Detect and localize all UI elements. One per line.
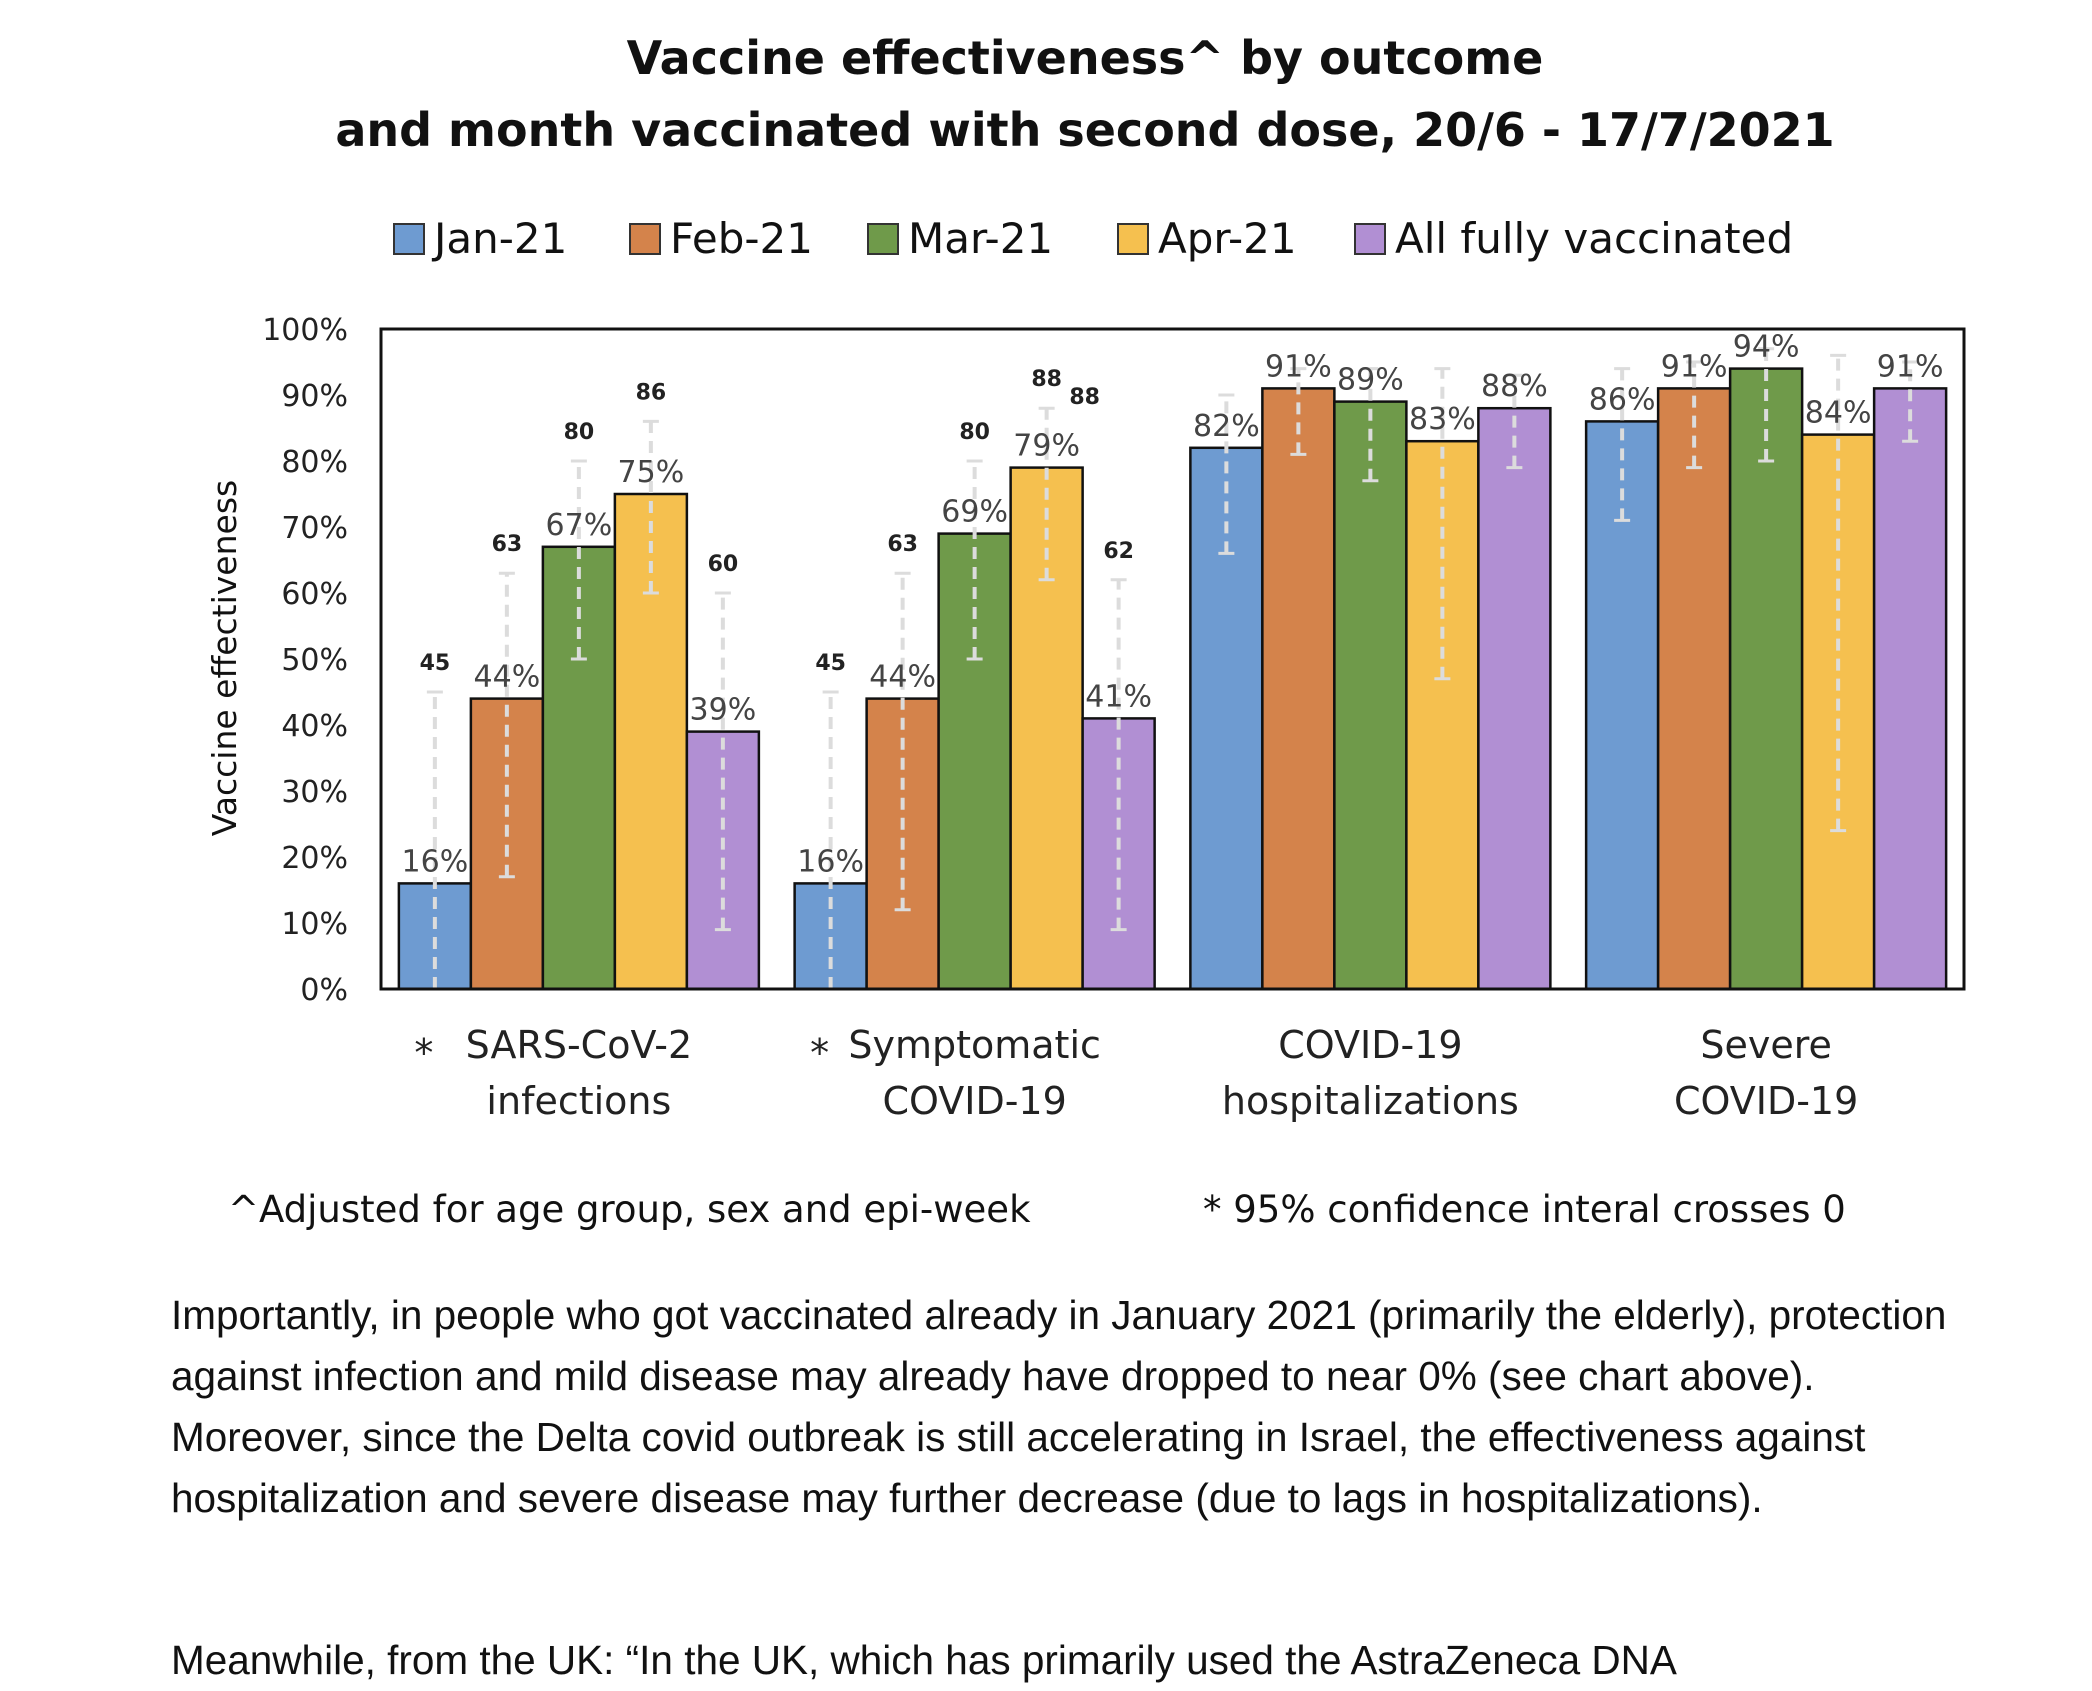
ci-upper-label-mar-1: 80: [564, 420, 595, 445]
bar-mar-2: [937, 532, 1012, 991]
plot-area-frame: [379, 327, 1966, 991]
value-label-all-1: 39%: [690, 693, 757, 728]
category-label-4-line-2: COVID-19: [1674, 1079, 1858, 1123]
category-label-3-line-2: hospitalizations: [1222, 1079, 1519, 1123]
footnote-confidence-interval: * 95% confidence interal crosses 0: [1203, 1188, 1846, 1231]
category-label-1-line-1: SARS-CoV-2: [466, 1023, 693, 1067]
value-label-all-2: 41%: [1085, 679, 1152, 714]
value-label-mar-3: 89%: [1337, 363, 1404, 398]
legend-swatch-4: [1117, 223, 1149, 255]
ci-upper-label-jan-2: 45: [815, 651, 846, 676]
value-label-all-3: 88%: [1481, 369, 1548, 404]
legend-swatch-3: [867, 223, 899, 255]
bar-jan-4: [1584, 420, 1660, 991]
bar-apr-2: [1009, 466, 1084, 991]
ci-extra-label: 88: [1069, 385, 1100, 410]
value-label-jan-1: 16%: [402, 844, 469, 879]
bar-apr-4: [1800, 433, 1876, 991]
labels-group: 16% 45 16% 45 82% 86% 44% 63 44% 63 91% 91% 67% 80 69%…: [402, 330, 1944, 880]
ci-upper-label-mar-2: 80: [959, 420, 990, 445]
legend-swatch-2: [629, 223, 661, 255]
value-label-mar-2: 69%: [941, 495, 1008, 530]
value-label-apr-3: 83%: [1409, 402, 1476, 437]
article-paragraph: Importantly, in people who got vaccinate…: [171, 1292, 1947, 1521]
vaccine-effectiveness-chart: Vaccine effectiveness^ by outcome and mo…: [205, 31, 1966, 1231]
bar-feb-3: [1261, 387, 1336, 991]
category-label-2-line-1: Symptomatic: [848, 1023, 1101, 1067]
bar-all-3: [1477, 406, 1552, 991]
y-axis-ticks: 0% 10% 20% 30% 40% 50% 60% 70% 80% 90% 100%: [262, 313, 348, 1008]
category-label-2-line-2: COVID-19: [882, 1079, 1066, 1123]
category-labels: SARS-CoV-2 infections * Symptomatic COVID-19…: [414, 1023, 1858, 1123]
value-label-feb-4: 91%: [1661, 349, 1728, 384]
y-axis-label: Vaccine effectiveness: [205, 480, 244, 836]
bar-mar-3: [1333, 400, 1408, 991]
value-label-all-4: 91%: [1877, 349, 1944, 384]
article-next-line: Meanwhile, from the UK: “In the UK, whic…: [171, 1637, 1677, 1683]
value-label-apr-1: 75%: [618, 455, 685, 490]
chart-subtitle: and month vaccinated with second dose, 2…: [335, 103, 1834, 157]
legend-label-2: Feb-21: [670, 214, 813, 263]
category-marker-2: *: [810, 1031, 829, 1075]
legend-swatch-1: [393, 223, 425, 255]
bar-feb-4: [1656, 387, 1732, 991]
legend-label-3: Mar-21: [908, 214, 1053, 263]
footnote-adjusted: ^Adjusted for age group, sex and epi-wee…: [228, 1188, 1031, 1231]
category-label-3-line-1: COVID-19: [1278, 1023, 1462, 1067]
value-label-feb-3: 91%: [1265, 349, 1332, 384]
legend-label-5: All fully vaccinated: [1395, 214, 1793, 263]
error-bars-group: [426, 347, 1919, 991]
ci-upper-label-feb-1: 63: [492, 532, 523, 557]
value-label-feb-2: 44%: [869, 660, 936, 695]
y-tick-label: 20%: [281, 841, 348, 876]
legend-label-1: Jan-21: [431, 214, 567, 263]
value-label-mar-4: 94%: [1733, 330, 1800, 365]
y-tick-label: 50%: [281, 643, 348, 678]
y-tick-label: 10%: [281, 907, 348, 942]
ci-upper-label-jan-1: 45: [420, 651, 451, 676]
value-label-jan-2: 16%: [797, 844, 864, 879]
chart-title: Vaccine effectiveness^ by outcome: [627, 31, 1544, 85]
value-label-mar-1: 67%: [546, 508, 613, 543]
ci-upper-label-apr-2: 88: [1031, 367, 1062, 392]
y-tick-label: 80%: [281, 445, 348, 480]
bar-apr-3: [1405, 439, 1480, 991]
bar-all-4: [1872, 387, 1948, 991]
ci-upper-label-all-2: 62: [1103, 539, 1134, 564]
legend-swatch-5: [1354, 223, 1386, 255]
y-tick-label: 90%: [281, 379, 348, 414]
y-tick-label: 40%: [281, 709, 348, 744]
y-tick-label: 30%: [281, 775, 348, 810]
bar-mar-4: [1728, 367, 1804, 991]
category-marker-1: *: [414, 1031, 433, 1075]
category-label-1-line-2: infections: [486, 1079, 671, 1123]
y-tick-label: 70%: [281, 511, 348, 546]
y-tick-label: 60%: [281, 577, 348, 612]
value-label-jan-4: 86%: [1589, 382, 1656, 417]
y-tick-label: 100%: [262, 313, 348, 348]
legend-label-4: Apr-21: [1158, 214, 1297, 263]
ci-upper-label-apr-1: 86: [636, 380, 667, 405]
bar-feb-1: [469, 697, 545, 991]
value-label-apr-4: 84%: [1805, 396, 1872, 431]
ci-upper-label-feb-2: 63: [887, 532, 918, 557]
value-label-feb-1: 44%: [474, 660, 541, 695]
value-label-jan-3: 82%: [1193, 409, 1260, 444]
chart-legend: Jan-21 Feb-21 Mar-21 Apr-21 All fully vaccin…: [393, 214, 1793, 263]
ci-upper-label-all-1: 60: [708, 552, 739, 577]
y-tick-label: 0%: [300, 973, 348, 1008]
category-label-4-line-1: Severe: [1700, 1023, 1832, 1067]
value-label-apr-2: 79%: [1013, 429, 1080, 464]
